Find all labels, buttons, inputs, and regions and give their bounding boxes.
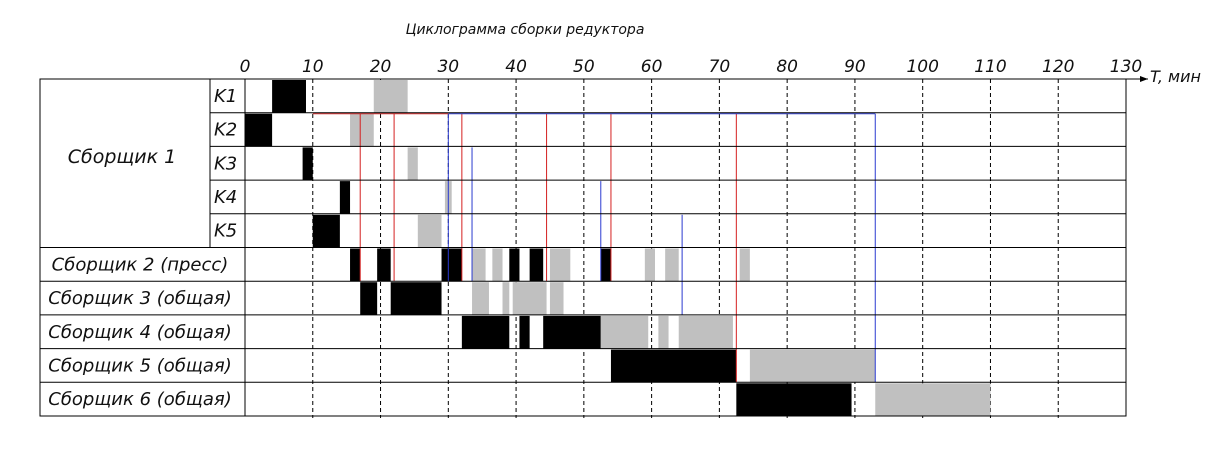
row-label: Сборщик 2 (пресс) — [52, 254, 229, 275]
work-segment — [600, 248, 611, 282]
work-segment — [461, 315, 510, 349]
tick-label: 90 — [844, 57, 866, 77]
work-segment — [339, 181, 351, 214]
row-label: Сборщик 3 (общая) — [48, 288, 232, 309]
tick-label: 130 — [1110, 57, 1142, 77]
wait-segment — [644, 248, 656, 282]
group-label: Сборщик 1 — [68, 146, 177, 168]
row-labels: K1 K2 K3 K4 K5 Сборщик 2 (пресс) Сборщик 3 (об… — [48, 86, 237, 410]
work-segment — [736, 383, 852, 416]
axis-label: T, мин — [1150, 67, 1201, 86]
wait-segment — [739, 248, 750, 282]
tick-label: 40 — [505, 57, 527, 77]
wait-segment — [502, 282, 510, 315]
wait-segment — [549, 248, 571, 282]
work-segment — [312, 214, 340, 248]
table-frame — [39, 76, 1148, 417]
wait-segment — [512, 282, 547, 315]
tick-label: 120 — [1042, 57, 1074, 77]
wait-segment — [472, 282, 489, 315]
wait-segment — [492, 248, 503, 282]
work-segment — [360, 282, 378, 315]
tick-label: 100 — [906, 57, 938, 77]
axis-arrow — [1140, 76, 1148, 82]
work-segment — [610, 349, 737, 383]
tick-label: 80 — [776, 57, 798, 77]
row-label: Сборщик 6 (общая) — [48, 389, 232, 410]
work-segment — [245, 113, 273, 147]
work-segment — [509, 248, 520, 282]
wait-segment — [665, 248, 679, 282]
work-segment — [543, 315, 601, 349]
wait-segment — [875, 383, 991, 416]
tick-label: 70 — [709, 57, 731, 77]
row-label: K2 — [214, 120, 237, 141]
row-label: K5 — [214, 221, 237, 242]
tick-label: 110 — [974, 57, 1006, 77]
row-label: Сборщик 4 (общая) — [48, 322, 232, 343]
gantt-segments — [245, 80, 991, 416]
chart-title: Циклограмма сборки редуктора — [406, 22, 645, 38]
work-segment — [519, 315, 530, 349]
wait-segment — [350, 113, 374, 147]
wait-segment — [600, 315, 649, 349]
work-segment — [350, 248, 361, 282]
row-label: Сборщик 5 (общая) — [48, 355, 232, 376]
work-segment — [529, 248, 544, 282]
wait-segment — [658, 315, 669, 349]
wait-segment — [749, 349, 876, 383]
tick-labels: 0 10 20 30 40 50 60 70 80 90 100 110 120 130 — [240, 57, 1143, 77]
wait-segment — [373, 80, 408, 113]
work-segment — [390, 282, 442, 315]
row-label: K3 — [214, 153, 237, 174]
tick-label: 10 — [302, 57, 324, 77]
tick-label: 50 — [573, 57, 595, 77]
work-segment — [272, 80, 306, 113]
wait-segment — [678, 315, 733, 349]
tick-label: 0 — [240, 57, 251, 77]
row-label: K4 — [214, 187, 237, 208]
work-segment — [377, 248, 391, 282]
row-label: K1 — [214, 86, 237, 107]
work-segment — [441, 248, 462, 282]
tick-label: 30 — [437, 57, 459, 77]
wait-segment — [472, 248, 486, 282]
wait-segment — [549, 282, 564, 315]
tick-label: 20 — [370, 57, 392, 77]
wait-segment — [407, 147, 418, 181]
tick-label: 60 — [641, 57, 663, 77]
work-segment — [302, 147, 313, 181]
wait-segment — [417, 214, 442, 248]
